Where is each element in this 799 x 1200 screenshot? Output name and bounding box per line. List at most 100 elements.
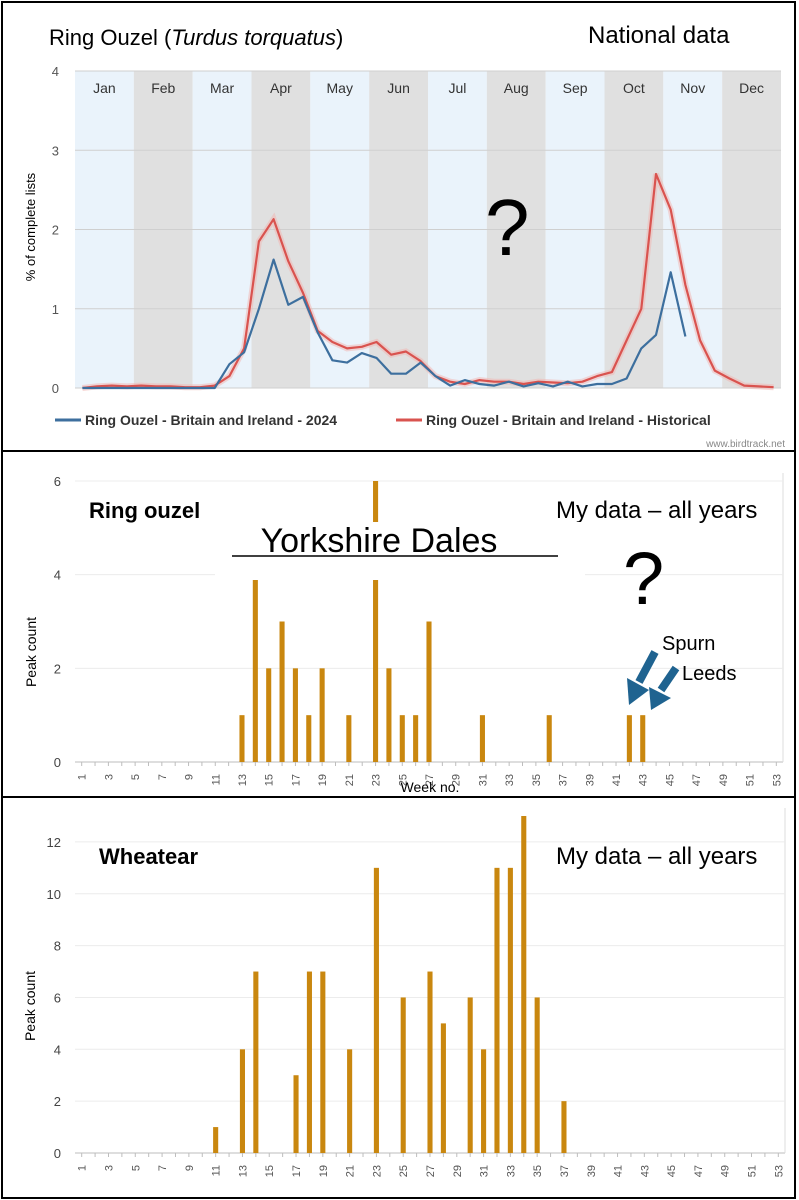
bar-week-31: [479, 715, 485, 762]
x-tick-label: 1: [77, 1165, 89, 1171]
source-credit: www.birdtrack.net: [705, 439, 785, 450]
wheatear-panel: 1 3 5 7 9 11 13 15 17 19 21 23 25 27 29 31 33 35 37 39 41 43 4…: [1, 796, 796, 1199]
y-tick-label: 6: [54, 990, 61, 1005]
ring-ouzel-panel: 1 3 5 7 9 11 13 15 17 19 21 23 25 27 29 31 33 35 37 39 41 43 4…: [1, 450, 796, 798]
x-tick-label: 25: [397, 774, 409, 786]
x-tick-label: 39: [586, 1165, 598, 1177]
x-tick-label: 47: [691, 774, 703, 786]
x-tick-label: 9: [184, 774, 196, 780]
x-tick-label: 3: [103, 1165, 115, 1171]
region-label-bg: [215, 522, 585, 580]
y-tick-label: 2: [54, 1094, 61, 1109]
y-tick-label: 2: [54, 661, 61, 676]
y-axis-label: % of complete lists: [23, 172, 38, 281]
bar-week-43: [640, 715, 646, 762]
y-tick-label: 0: [52, 381, 59, 396]
bar-week-19: [320, 971, 326, 1153]
y-tick-label: 3: [52, 143, 59, 158]
species-title: Wheatear: [99, 844, 198, 869]
x-tick-label: 49: [718, 774, 730, 786]
y-tick-label: 12: [47, 835, 61, 850]
arrow-spurn-icon: [627, 650, 659, 705]
legend-historical-label: Ring Ouzel - Britain and Ireland - Histo…: [426, 412, 711, 428]
x-tick-label: 5: [130, 774, 142, 780]
x-tick-label: 17: [290, 774, 302, 786]
bar-week-37: [561, 1101, 567, 1153]
species-title: Ring ouzel: [89, 498, 200, 523]
x-axis-label: Week no.: [401, 779, 460, 795]
national-line-chart: Jan Feb Mar Apr May Jun Jul Aug Sep Oct Nov Dec 0 1 2…: [23, 22, 785, 450]
x-tick-label: 31: [477, 774, 489, 786]
bar-week-25: [399, 715, 405, 762]
wheatear-bar-chart: 1 3 5 7 9 11 13 15 17 19 21 23 25 27 29 31 33 35 37 39 41 43 4…: [22, 808, 786, 1177]
x-tick-label: 51: [747, 1165, 759, 1177]
bar-week-32: [494, 867, 500, 1153]
month-label: Oct: [623, 80, 645, 96]
x-tick-label: 53: [773, 1165, 785, 1177]
subtitle: My data – all years: [556, 843, 757, 870]
x-tick-label: 17: [291, 1165, 303, 1177]
x-tick-label: 35: [531, 774, 543, 786]
bar-week-30: [467, 997, 473, 1153]
subtitle: My data – all years: [556, 497, 757, 524]
bar-week-34: [521, 816, 527, 1153]
x-tick-label: 5: [130, 1165, 142, 1171]
x-tick-label: 31: [479, 1165, 491, 1177]
x-tick-label: 13: [237, 1165, 249, 1177]
bar-week-18: [306, 715, 312, 762]
x-tick-label: 19: [318, 1165, 330, 1177]
bar-week-18: [306, 971, 312, 1153]
month-label: Dec: [739, 80, 764, 96]
x-tick-label: 33: [504, 774, 516, 786]
y-tick-label: 0: [54, 1146, 61, 1161]
y-axis-label: Peak count: [22, 971, 38, 1041]
x-tick-label: 37: [558, 774, 570, 786]
x-tick-label: 53: [771, 774, 783, 786]
chart-title: Ring Ouzel (Turdus torquatus): [49, 25, 343, 50]
legend-2024-label: Ring Ouzel - Britain and Ireland - 2024: [85, 412, 337, 428]
x-tick-label: 19: [317, 774, 329, 786]
month-label: Mar: [210, 80, 234, 96]
bar-week-33: [507, 867, 513, 1153]
bar-week-14: [252, 574, 258, 762]
bar-week-27: [426, 621, 432, 762]
month-label: Nov: [680, 80, 705, 96]
national-data-panel: Jan Feb Mar Apr May Jun Jul Aug Sep Oct Nov Dec 0 1 2…: [1, 1, 796, 452]
question-mark: ?: [485, 183, 530, 272]
y-tick-label: 4: [54, 1042, 61, 1057]
x-tick-label: 15: [264, 774, 276, 786]
region-label: Yorkshire Dales: [261, 522, 498, 560]
bar-week-25: [400, 997, 406, 1153]
month-label: Jan: [93, 80, 116, 96]
month-label: Jul: [448, 80, 466, 96]
x-tick-label: 41: [613, 1165, 625, 1177]
x-tick-label: 39: [584, 774, 596, 786]
x-tick-label: 47: [693, 1165, 705, 1177]
x-tick-label: 45: [666, 1165, 678, 1177]
x-tick-label: 35: [532, 1165, 544, 1177]
bar-week-11: [213, 1127, 219, 1153]
x-tick-label: 23: [371, 1165, 383, 1177]
month-label: May: [327, 80, 353, 96]
bar-week-35: [534, 997, 540, 1153]
x-tick-label: 27: [425, 1165, 437, 1177]
x-tick-label: 3: [103, 774, 115, 780]
month-label: Feb: [151, 80, 175, 96]
x-tick-label: 41: [611, 774, 623, 786]
bar-week-14: [253, 971, 259, 1153]
month-label: Apr: [270, 80, 292, 96]
bar-week-17: [292, 668, 298, 762]
y-axis-label: Peak count: [23, 617, 39, 687]
y-tick-label: 8: [54, 939, 61, 954]
bar-week-13: [239, 1049, 245, 1153]
x-tick-label: 43: [639, 1165, 651, 1177]
x-tick-label: 29: [452, 1165, 464, 1177]
x-tick-label: 51: [745, 774, 757, 786]
x-tick-label: 7: [157, 1165, 169, 1171]
x-tick-label: 11: [211, 1165, 223, 1176]
annotation-leeds: Leeds: [682, 663, 737, 685]
x-tick-label: 23: [371, 774, 383, 786]
x-tick-label: 29: [451, 774, 463, 786]
annotation-spurn: Spurn: [662, 633, 715, 655]
y-tick-label: 2: [52, 223, 59, 238]
